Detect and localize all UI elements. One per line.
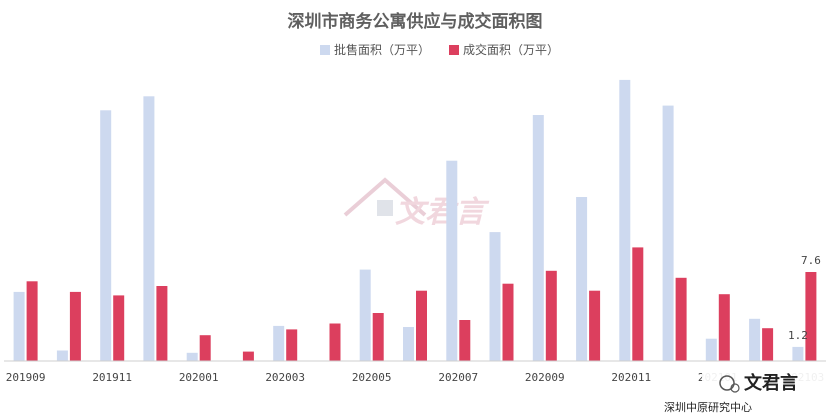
chart-title: 深圳市商务公寓供应与成交面积图 (288, 11, 543, 32)
source-label: 深圳中原研究中心 (664, 400, 752, 414)
bar-deal-201911 (113, 295, 125, 361)
bar-deal-202008 (502, 283, 514, 361)
bar-deal-202003 (286, 329, 298, 361)
bar-supply-201910 (56, 350, 68, 361)
branding: 文君言 深圳中原研究中心 (664, 369, 828, 414)
x-tick-label: 202003 (265, 371, 305, 384)
bar-supply-202101 (705, 338, 717, 361)
bar-supply-202003 (273, 325, 285, 361)
bar-deal-202002 (242, 351, 254, 361)
bar-deal-202009 (545, 270, 557, 361)
watermark-window-icon (377, 200, 393, 216)
legend-swatch-supply (320, 45, 330, 55)
bar-supply-201911 (100, 110, 112, 361)
bar-deal-202001 (199, 335, 211, 361)
bar-supply-202001 (186, 352, 198, 361)
bar-supply-201912 (143, 96, 155, 362)
bar-supply-202009 (532, 115, 544, 361)
bar-deal-202011 (632, 247, 644, 361)
bar-deal-202005 (372, 313, 384, 361)
bar-supply-202010 (576, 197, 588, 361)
x-tick-label: 202001 (179, 371, 219, 384)
bar-deal-202012 (675, 277, 687, 361)
bar-deal-201910 (69, 291, 81, 361)
bar-deal-201909 (26, 281, 38, 361)
legend-label-deal: 成交面积（万平） (463, 42, 559, 57)
bar-supply-202006 (403, 327, 414, 361)
data-labels: 1.2 7.6 (788, 254, 821, 342)
bar-supply-202007 (446, 160, 458, 361)
x-tick-label: 201911 (92, 371, 132, 384)
bar-deal-202004 (329, 323, 341, 361)
watermark-house-icon (343, 177, 427, 217)
x-tick-labels: 201909 201911 202001 202003 202005 202007 2020… (6, 371, 825, 384)
bar-supply-202011 (619, 79, 631, 362)
x-tick-label: 202005 (352, 371, 392, 384)
legend-swatch-deal (449, 45, 459, 55)
data-label: 7.6 (801, 254, 821, 267)
bar-supply-202102 (749, 318, 761, 361)
bar-deal-202101 (718, 294, 730, 361)
bars-group (13, 79, 817, 362)
watermark-text: 文君言 (395, 195, 490, 230)
watermark: 文君言 (343, 177, 490, 230)
x-tick-label: 202007 (438, 371, 478, 384)
bar-deal-201912 (156, 286, 168, 361)
wechat-icon-dot (730, 383, 740, 393)
bar-deal-202006 (416, 290, 427, 361)
bar-supply-202008 (489, 232, 501, 361)
wechat-icon (719, 375, 735, 391)
legend: 批售面积（万平） 成交面积（万平） (320, 42, 559, 57)
bar-supply-202103 (792, 346, 804, 361)
bar-deal-202010 (589, 290, 601, 361)
bar-deal-202007 (459, 320, 471, 361)
legend-label-supply: 批售面积（万平） (334, 42, 430, 57)
bar-supply-201909 (13, 291, 25, 361)
brand-name: 文君言 (744, 372, 798, 394)
bar-deal-202102 (762, 328, 774, 361)
data-label: 1.2 (788, 329, 808, 342)
x-tick-label: 202009 (525, 371, 565, 384)
x-tick-label: 201909 (6, 371, 46, 384)
bar-supply-202012 (662, 105, 674, 361)
bar-supply-202005 (359, 269, 371, 361)
bar-deal-202103 (805, 272, 817, 361)
x-tick-label: 202011 (611, 371, 651, 384)
